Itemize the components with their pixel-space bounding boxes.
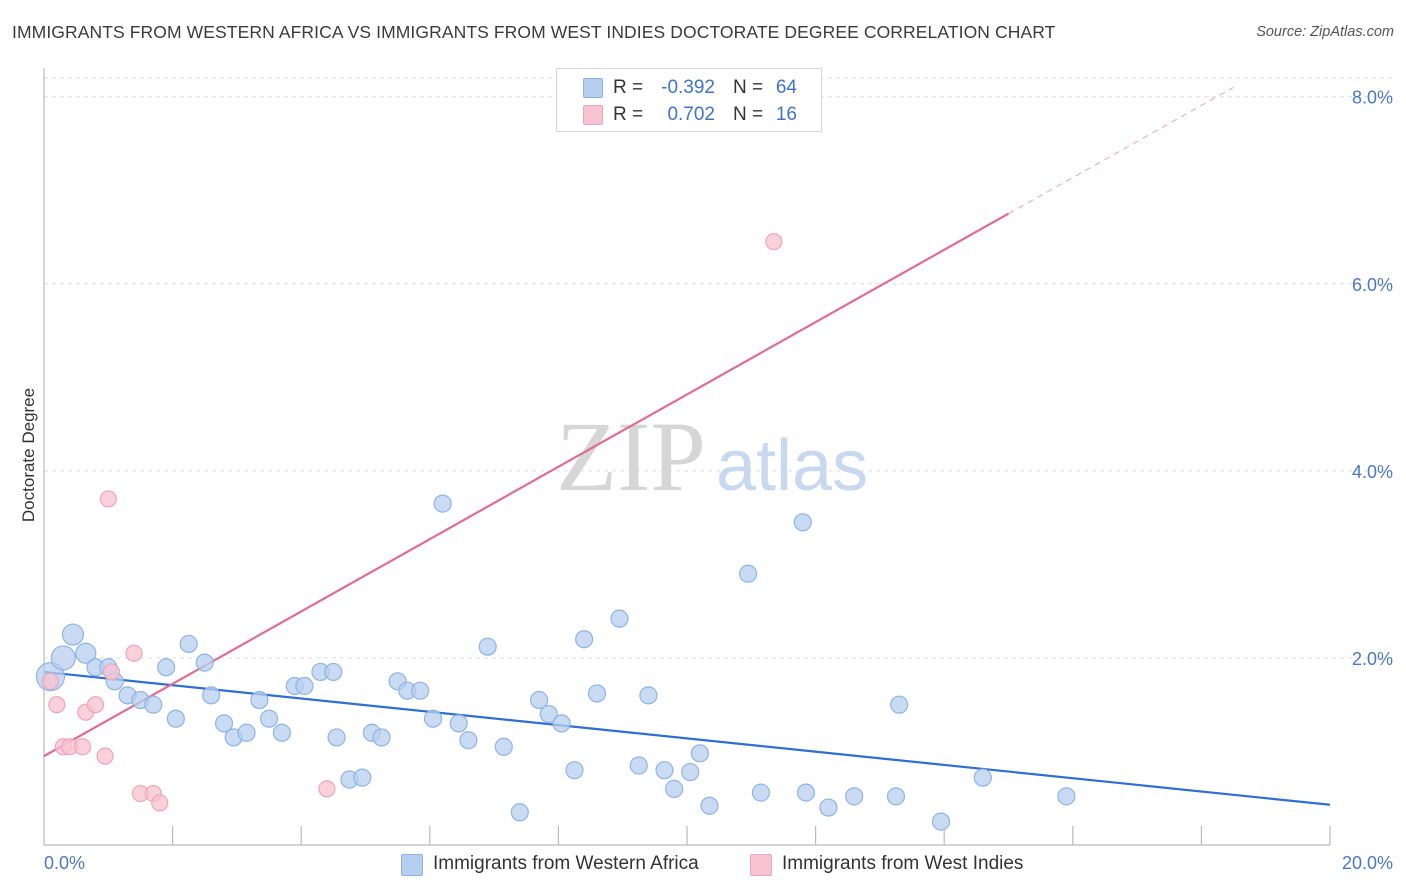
point-western-africa bbox=[61, 623, 85, 646]
watermark-zip: ZIP bbox=[556, 401, 706, 512]
point-western-africa bbox=[449, 714, 468, 733]
point-west-indies bbox=[151, 794, 169, 812]
legend-swatch-pink bbox=[750, 854, 772, 876]
point-western-africa bbox=[610, 609, 629, 628]
source-label: Source: ZipAtlas.com bbox=[1256, 24, 1394, 40]
point-western-africa bbox=[751, 783, 771, 802]
r-label: R = bbox=[613, 77, 644, 98]
stats-swatch-blue bbox=[583, 78, 603, 98]
stats-box: R = -0.392 N = 64 R = 0.702 N = 16 bbox=[556, 68, 822, 132]
point-western-africa bbox=[575, 630, 594, 649]
point-western-africa bbox=[144, 695, 163, 714]
point-western-africa bbox=[75, 642, 97, 664]
point-west-indies bbox=[41, 672, 60, 690]
n-value: 64 bbox=[775, 77, 797, 98]
point-western-africa bbox=[179, 634, 198, 653]
point-western-africa bbox=[886, 787, 906, 806]
point-western-africa bbox=[639, 686, 658, 705]
point-western-africa bbox=[411, 681, 430, 700]
n-label: N = bbox=[733, 104, 764, 125]
point-western-africa bbox=[665, 779, 684, 798]
tick-labels: 2.0% 4.0% 6.0% 8.0% 0.0% 20.0% bbox=[44, 88, 1393, 873]
r-value: 0.702 bbox=[667, 104, 715, 125]
legend-label: Immigrants from West Indies bbox=[782, 853, 1024, 874]
point-western-africa bbox=[681, 762, 700, 782]
point-western-africa bbox=[890, 695, 909, 714]
watermark: ZIP atlas bbox=[556, 401, 868, 512]
r-value: -0.392 bbox=[661, 77, 715, 98]
n-value: 16 bbox=[775, 104, 797, 125]
point-western-africa bbox=[324, 662, 343, 682]
y-axis-label: Doctorate Degree bbox=[19, 388, 38, 522]
point-western-africa bbox=[931, 812, 951, 831]
x-tick-label: 0.0% bbox=[44, 853, 85, 873]
chart-title: IMMIGRANTS FROM WESTERN AFRICA VS IMMIGR… bbox=[12, 22, 1056, 42]
point-west-indies bbox=[48, 696, 66, 714]
n-label: N = bbox=[733, 77, 764, 98]
point-western-africa bbox=[423, 709, 443, 728]
point-western-africa bbox=[272, 723, 292, 742]
gridlines bbox=[44, 77, 1392, 659]
point-western-africa bbox=[372, 728, 391, 747]
y-tick-label: 2.0% bbox=[1352, 649, 1393, 669]
point-western-africa bbox=[690, 744, 709, 763]
point-western-africa bbox=[166, 709, 185, 728]
point-western-africa bbox=[973, 768, 992, 787]
point-western-africa bbox=[214, 714, 234, 733]
point-western-africa bbox=[494, 737, 513, 756]
point-western-africa bbox=[237, 723, 256, 742]
point-western-africa bbox=[195, 653, 214, 672]
point-western-africa bbox=[202, 686, 221, 705]
point-western-africa bbox=[510, 803, 529, 822]
point-western-africa bbox=[629, 756, 648, 775]
point-western-africa bbox=[353, 768, 372, 787]
point-west-indies bbox=[99, 490, 117, 508]
point-western-africa bbox=[157, 658, 176, 677]
point-western-africa bbox=[819, 798, 838, 817]
point-west-indies bbox=[102, 663, 121, 681]
point-western-africa bbox=[552, 714, 571, 733]
point-west-indies bbox=[765, 233, 783, 251]
legend-swatch-blue bbox=[401, 854, 423, 876]
point-west-indies bbox=[125, 644, 143, 662]
axes bbox=[43, 68, 1331, 846]
point-western-africa bbox=[259, 709, 279, 728]
trendline-west-indies-extension bbox=[1008, 86, 1234, 215]
point-western-africa bbox=[565, 761, 584, 780]
point-western-africa bbox=[539, 704, 558, 724]
point-western-africa bbox=[327, 728, 346, 747]
stats-row-western-africa: R = -0.392 N = 64 bbox=[557, 75, 821, 101]
point-western-africa bbox=[250, 690, 269, 710]
legend-label: Immigrants from Western Africa bbox=[433, 853, 699, 874]
point-western-africa bbox=[793, 513, 812, 532]
point-west-indies bbox=[96, 747, 114, 765]
point-west-indies bbox=[73, 738, 92, 756]
x-tick-label: 20.0% bbox=[1342, 853, 1393, 873]
watermark-atlas: atlas bbox=[716, 426, 868, 506]
point-west-indies bbox=[86, 696, 105, 714]
stats-swatch-pink bbox=[583, 105, 603, 125]
point-western-africa bbox=[845, 787, 864, 806]
point-western-africa bbox=[738, 564, 758, 583]
point-western-africa bbox=[433, 494, 452, 513]
point-western-africa bbox=[700, 796, 719, 815]
point-west-indies bbox=[318, 780, 336, 798]
point-western-africa bbox=[478, 637, 497, 656]
point-western-africa bbox=[295, 676, 314, 696]
data-points bbox=[35, 233, 1076, 831]
point-western-africa bbox=[459, 731, 478, 750]
point-western-africa bbox=[50, 645, 76, 671]
point-western-africa bbox=[530, 690, 549, 710]
point-western-africa bbox=[796, 783, 816, 802]
point-western-africa bbox=[587, 684, 607, 703]
y-tick-label: 6.0% bbox=[1352, 275, 1393, 295]
point-western-africa bbox=[1057, 787, 1076, 806]
y-tick-label: 8.0% bbox=[1352, 88, 1393, 108]
point-western-africa bbox=[655, 761, 674, 780]
stats-row-west-indies: R = 0.702 N = 16 bbox=[557, 102, 821, 128]
r-label: R = bbox=[613, 104, 644, 125]
y-tick-label: 4.0% bbox=[1352, 462, 1393, 482]
